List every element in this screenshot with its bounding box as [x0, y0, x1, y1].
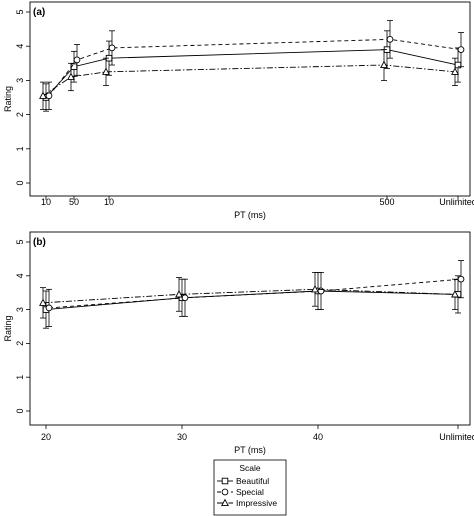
y-axis-title: Rating: [3, 315, 13, 341]
legend-marker: [221, 488, 229, 496]
y-tick-label: 4: [15, 273, 25, 278]
y-tick-label: 0: [15, 408, 25, 413]
data-point: [108, 44, 116, 52]
y-tick-label: 2: [15, 341, 25, 346]
chart-panel-b: (b) 0 1 2 3 4 5 Rating 20 30 40 Unlimited PT (ms): [3, 231, 474, 455]
y-tick-label: 2: [15, 112, 25, 117]
x-axis-title: PT (ms): [234, 445, 266, 455]
panel-tag: (b): [33, 237, 46, 248]
y-tick-label: 1: [15, 375, 25, 380]
legend-item-beautiful: Beautiful: [217, 476, 269, 486]
data-point: [311, 284, 319, 293]
series-line: [45, 290, 459, 311]
panel-tag: (a): [33, 7, 45, 18]
legend-label: Special: [236, 487, 264, 497]
data-point: [451, 67, 459, 75]
y-tick-label: 5: [15, 9, 25, 14]
data-point: [175, 290, 183, 298]
legend-label: Beautiful: [236, 476, 269, 486]
y-tick-label: 3: [15, 78, 25, 83]
legend-item-impressive: Impressive: [217, 498, 277, 508]
x-axis-title: PT (ms): [234, 210, 266, 220]
series-special: [45, 20, 465, 110]
data-point: [45, 92, 53, 100]
x-tick-label: 40: [313, 432, 323, 442]
x-tick-label: Unlimited: [439, 197, 474, 207]
x-tick-label: Unlimited: [439, 432, 474, 442]
data-point: [45, 304, 53, 312]
data-point: [386, 36, 394, 43]
x-tick-label: 20: [41, 432, 51, 442]
legend-title: Scale: [239, 463, 261, 473]
data-point: [102, 67, 110, 75]
data-point: [67, 72, 75, 81]
series-line: [48, 278, 462, 309]
data-point: [380, 60, 388, 69]
data-point: [457, 46, 465, 53]
series-line: [42, 64, 456, 97]
plot-frame: [29, 231, 471, 426]
data-point: [457, 275, 465, 283]
data-point: [317, 287, 325, 295]
legend-marker: [221, 477, 229, 485]
x-tick-label: 30: [177, 432, 187, 442]
series-special: [45, 260, 465, 327]
legend-marker: [221, 498, 229, 507]
legend-item-special: Special: [217, 487, 264, 497]
series-line: [42, 288, 456, 304]
chart-panel-a: (a) 0 1 2 3 4 5 Rating 10 50 10 500 Unlimited PT (ms): [3, 1, 474, 220]
data-point: [451, 290, 459, 298]
y-tick-label: 4: [15, 44, 25, 49]
x-tick-label: 500: [379, 197, 394, 207]
y-tick-label: 0: [15, 180, 25, 185]
data-point: [39, 298, 47, 306]
x-tick-label: 10: [104, 197, 114, 207]
series-impressive: [39, 49, 459, 110]
series-line: [48, 38, 462, 97]
plot-frame: [29, 1, 471, 197]
series-impressive: [39, 272, 459, 319]
y-tick-label: 3: [15, 307, 25, 312]
data-point: [181, 294, 189, 302]
y-tick-label: 5: [15, 239, 25, 244]
x-tick-label: 50: [69, 197, 79, 207]
y-tick-label: 1: [15, 146, 25, 151]
y-axis-title: Rating: [3, 86, 13, 112]
data-point: [73, 56, 81, 64]
legend-label: Impressive: [236, 498, 277, 508]
x-tick-label: 10: [41, 197, 51, 207]
data-point: [39, 91, 47, 99]
series-beautiful: [42, 272, 462, 329]
